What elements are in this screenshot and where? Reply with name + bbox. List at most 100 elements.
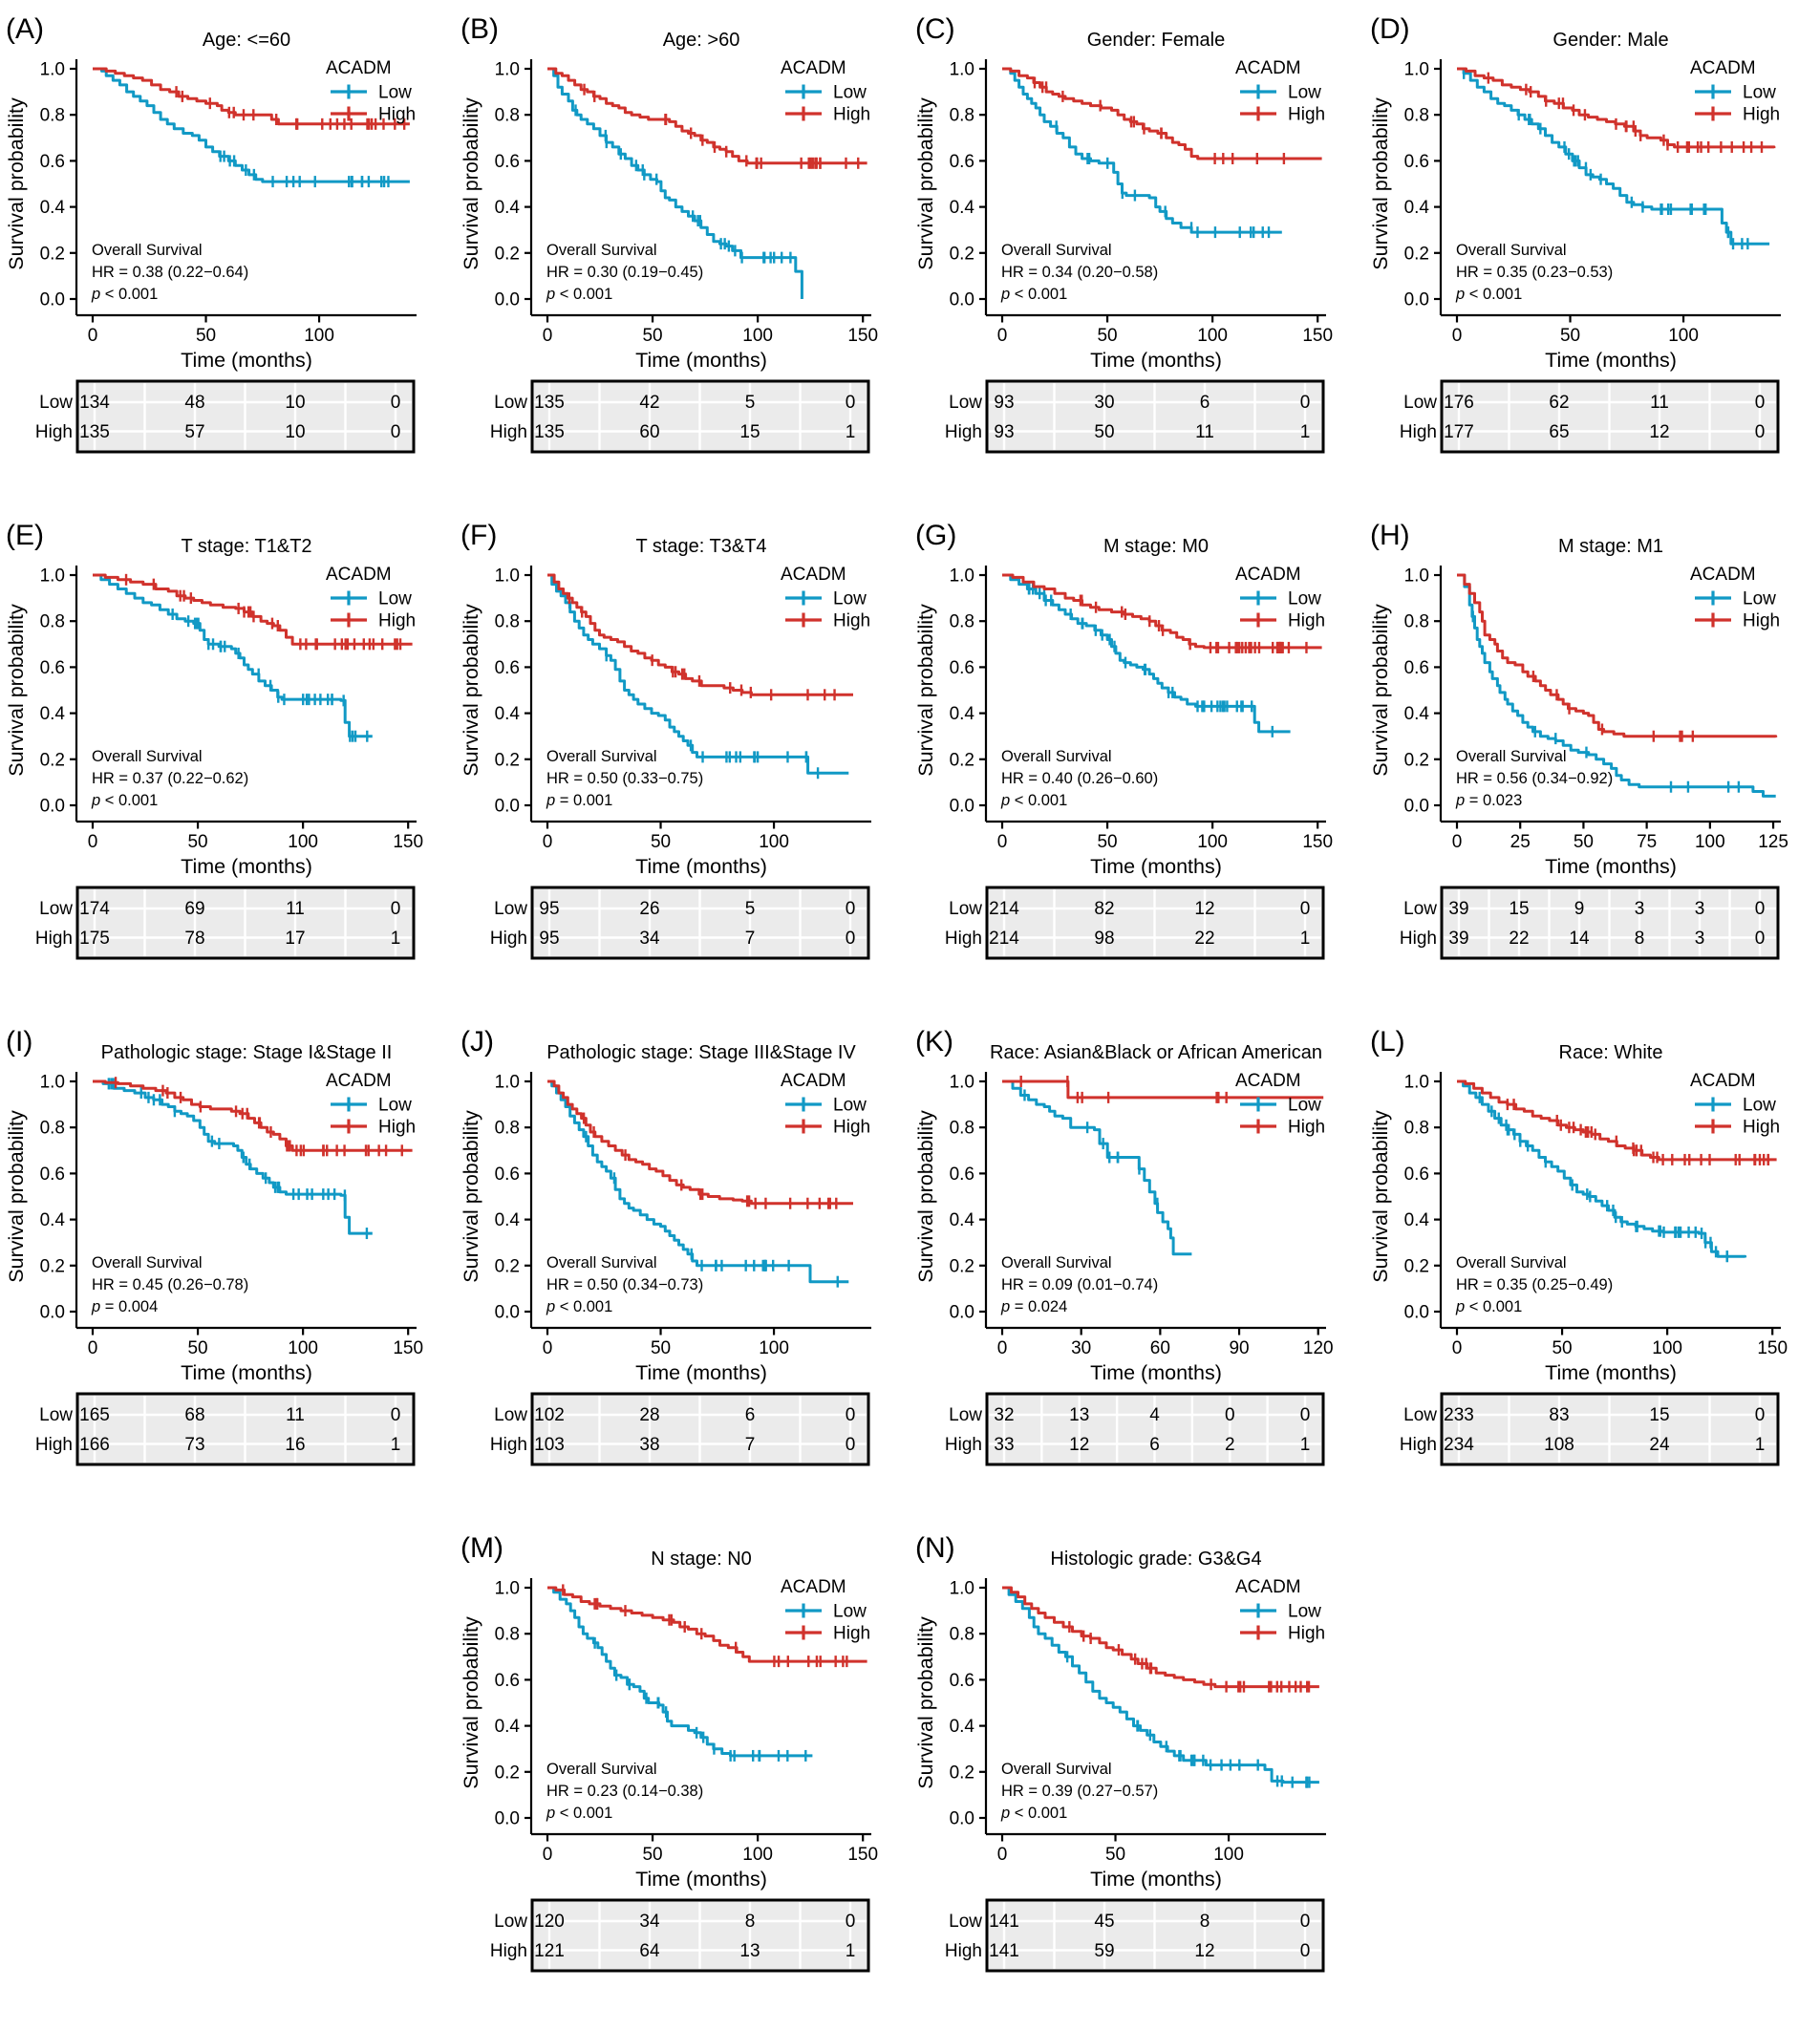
risk-count: 5 — [745, 899, 756, 919]
x-tick-label: 50 — [651, 1338, 671, 1358]
y-tick-label: 1.0 — [495, 1579, 520, 1599]
risk-count: 9 — [1574, 899, 1585, 919]
risk-row-label: Low — [39, 393, 73, 413]
p-value-text: p < 0.001 — [1000, 1805, 1067, 1822]
y-tick-label: 0.6 — [1404, 152, 1429, 172]
risk-count: 65 — [1549, 422, 1569, 442]
x-tick-label: 0 — [88, 1338, 98, 1358]
risk-row-label: Low — [494, 899, 527, 919]
x-tick-label: 0 — [543, 832, 553, 852]
km-plot-svg: (L) Race: White 1.0 0.8 0.6 0.4 0.2 0.0 0 50 100 15… — [1369, 1026, 1788, 1466]
y-axis: 1.0 0.8 0.6 0.4 0.2 0.0 — [495, 1578, 533, 1834]
y-tick-label: 0.2 — [495, 1763, 520, 1783]
legend-item-high: High — [1240, 1118, 1325, 1138]
risk-table — [530, 1392, 870, 1466]
x-tick-label: 50 — [187, 832, 207, 852]
risk-table-row-low: Low 214 82 12 0 — [949, 899, 1310, 919]
y-tick-label: 0.0 — [950, 1303, 974, 1323]
panel-G: (G) M stage: M0 1.0 0.8 0.6 0.4 0.2 0.0 0 50 100 15… — [910, 506, 1364, 1013]
p-value-text: p < 0.001 — [1000, 792, 1067, 809]
risk-row-label: Low — [39, 1405, 73, 1425]
x-tick-label: 30 — [1071, 1338, 1091, 1358]
censor-marks-low — [107, 1078, 369, 1240]
legend: ACADM — [326, 565, 392, 585]
risk-count: 1 — [1300, 929, 1311, 949]
y-tick-label: 0.6 — [495, 1165, 520, 1185]
y-tick-label: 0.6 — [1404, 1165, 1429, 1185]
overall-survival-label: Overall Survival — [1001, 1254, 1112, 1271]
y-tick-label: 0.4 — [495, 198, 521, 218]
legend-label: High — [1288, 1624, 1325, 1644]
km-plot-svg: (M) N stage: N0 1.0 0.8 0.6 0.4 0.2 0.0 0 50 100 15… — [460, 1532, 878, 1973]
y-tick-label: 0.0 — [495, 797, 520, 817]
y-axis-label: Survival probability — [1369, 604, 1392, 777]
risk-table-row-high: High 135 60 15 1 — [490, 422, 855, 442]
risk-count: 176 — [1444, 393, 1474, 413]
x-tick-label: 100 — [742, 326, 773, 346]
km-curve-high — [1457, 67, 1776, 149]
censor-marks-high — [562, 1584, 848, 1668]
risk-table-row-high: High 33 12 6 2 1 — [945, 1435, 1310, 1455]
risk-count: 98 — [1094, 929, 1114, 949]
hr-text: HR = 0.56 (0.34−0.92) — [1456, 770, 1613, 787]
risk-table-row-low: Low 233 83 15 0 — [1403, 1405, 1765, 1425]
x-tick-label: 50 — [1097, 326, 1117, 346]
y-tick-label: 1.0 — [1404, 1073, 1429, 1093]
risk-count: 39 — [1448, 929, 1468, 949]
y-tick-label: 0.0 — [1404, 1303, 1429, 1323]
panel-title: Pathologic stage: Stage III&Stage IV — [546, 1042, 856, 1063]
hr-text: HR = 0.50 (0.34−0.73) — [546, 1276, 703, 1293]
x-tick-label: 50 — [1574, 832, 1594, 852]
censor-marks-low — [593, 1636, 807, 1762]
legend-item-low: Low — [1695, 589, 1776, 609]
legend-label: Low — [1288, 1602, 1321, 1622]
hr-text: HR = 0.40 (0.26−0.60) — [1001, 770, 1158, 787]
risk-count: 0 — [391, 393, 401, 413]
risk-count: 57 — [184, 422, 204, 442]
hr-text: HR = 0.35 (0.25−0.49) — [1456, 1276, 1613, 1293]
panel-label: (K) — [915, 1026, 953, 1058]
legend-label: High — [833, 1624, 870, 1644]
y-axis: 1.0 0.8 0.6 0.4 0.2 0.0 — [40, 566, 78, 822]
legend-label: Low — [1288, 1096, 1321, 1116]
hr-text: HR = 0.39 (0.27−0.57) — [1001, 1783, 1158, 1800]
x-tick-label: 0 — [543, 1845, 553, 1865]
y-tick-label: 0.2 — [950, 1256, 974, 1276]
stats-text: Overall Survival HR = 0.35 (0.25−0.49) p <… — [1455, 1254, 1613, 1315]
km-curve-low — [1457, 67, 1770, 246]
risk-count: 39 — [1448, 899, 1468, 919]
stats-text: Overall Survival HR = 0.34 (0.20−0.58) p <… — [1000, 242, 1158, 303]
risk-count: 1 — [1300, 422, 1311, 442]
y-tick-label: 0.8 — [950, 106, 974, 126]
y-axis: 1.0 0.8 0.6 0.4 0.2 0.0 — [1404, 59, 1443, 315]
y-tick-label: 0.6 — [495, 152, 520, 172]
panel-label: (J) — [460, 1026, 494, 1058]
y-tick-label: 0.4 — [1404, 1210, 1430, 1230]
km-plot-svg: (A) Age: <=601.00.80.60.40.20.00 50 100Surv… — [5, 13, 417, 454]
p-value-text: p = 0.024 — [1000, 1298, 1067, 1315]
risk-row-label: Low — [494, 1405, 527, 1425]
legend-label: High — [1743, 1118, 1780, 1138]
risk-table — [985, 1898, 1325, 1973]
y-axis-label: Survival probability — [460, 97, 482, 270]
stats-text: Overall Survival HR = 0.23 (0.14−0.38) p <… — [546, 1761, 703, 1822]
y-tick-label: 0.2 — [950, 750, 974, 770]
panel-E: (E) T stage: T1&T2 1.0 0.8 0.6 0.4 0.2 0.0 0 50 10… — [0, 506, 455, 1013]
risk-count: 8 — [745, 1912, 756, 1932]
legend-title: ACADM — [781, 1071, 846, 1091]
censor-marks-high — [124, 573, 402, 651]
stats-text: Overall Survival HR = 0.39 (0.27−0.57) p <… — [1000, 1761, 1158, 1822]
censor-marks-low — [1023, 1089, 1159, 1209]
y-axis: 1.0 0.8 0.6 0.4 0.2 0.0 — [495, 1072, 533, 1328]
y-axis-label: Survival probability — [460, 1616, 482, 1789]
panel-label: (H) — [1370, 520, 1410, 551]
risk-count: 45 — [1094, 1912, 1114, 1932]
y-tick-label: 1.0 — [950, 1073, 974, 1093]
risk-table-row-low: Low 32 13 4 0 0 — [949, 1405, 1310, 1425]
risk-row-label: Low — [494, 393, 527, 413]
risk-count: 120 — [534, 1912, 565, 1932]
x-axis: 0 25 50 75 100 125 — [1441, 820, 1788, 852]
panel-H: (H) M stage: M1 1.0 0.8 0.6 0.4 0.2 0.0 0 25 50 75 1… — [1364, 506, 1819, 1013]
km-plot-svg: (D) Gender: Male 1.0 0.8 0.6 0.4 0.2 0.0 0 50 100 S… — [1369, 13, 1781, 454]
